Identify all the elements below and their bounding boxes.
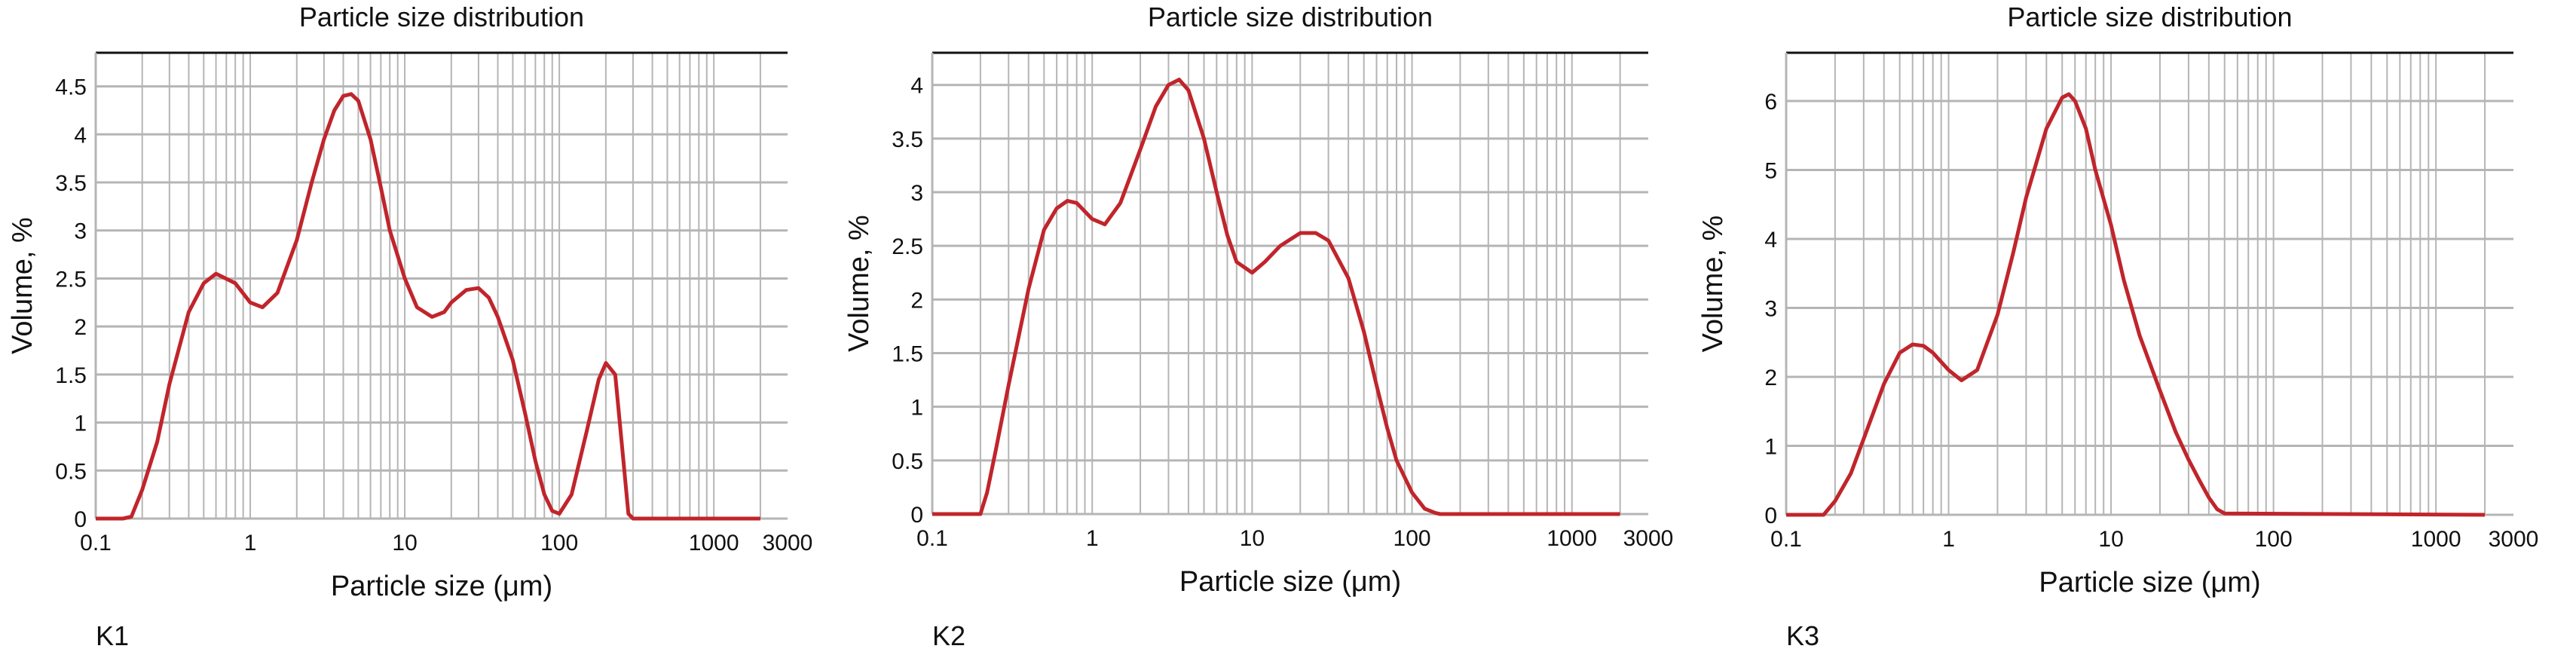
x-tick-label: 0.1 (1770, 527, 1802, 552)
y-tick-label: 3 (1764, 297, 1777, 322)
x-tick-label: 10 (392, 531, 417, 556)
x-tick-label: 0.1 (916, 526, 948, 551)
x-axis-label: Particle size (μm) (2039, 567, 2260, 598)
chart-title: Particle size distribution (299, 2, 584, 32)
y-tick-label: 3.5 (892, 127, 923, 152)
y-tick-label: 0.5 (892, 449, 923, 474)
x-tick-label: 10 (2098, 527, 2123, 552)
x-gridlines (979, 53, 1621, 514)
y-tick-label: 6 (1764, 90, 1777, 115)
y-axis-label: Volume, % (7, 217, 38, 354)
y-tick-label: 1.5 (892, 342, 923, 367)
x-tick-label: 1000 (1547, 526, 1597, 551)
x-tick-label: 1 (244, 531, 257, 556)
y-tick-label: 1 (910, 396, 923, 421)
x-tick-label: 1000 (2411, 527, 2461, 552)
x-tick-label: 3000 (2489, 527, 2539, 552)
y-tick-label: 2 (74, 315, 87, 340)
y-tick-label: 1 (74, 412, 87, 436)
x-axis-label: Particle size (μm) (331, 571, 552, 602)
x-tick-label: 100 (540, 531, 578, 556)
x-tick-label: 3000 (1623, 526, 1674, 551)
y-tick-label: 4.5 (55, 75, 87, 100)
x-tick-label: 100 (1394, 526, 1431, 551)
series-line-k2 (932, 78, 1620, 516)
series-line-k1 (96, 92, 760, 521)
x-tick-label: 1000 (689, 531, 739, 556)
x-tick-label: 100 (2255, 527, 2293, 552)
chart-title: Particle size distribution (1148, 2, 1433, 32)
panel-label: K3 (1786, 620, 1819, 651)
x-gridlines (141, 53, 761, 519)
y-tick-label: 4 (910, 74, 923, 99)
y-tick-label: 0 (910, 503, 923, 528)
y-tick-label: 0 (1764, 503, 1777, 528)
series-line-k3 (1786, 92, 2486, 517)
y-tick-label: 5 (1764, 159, 1777, 184)
x-tick-label: 0.1 (80, 531, 112, 556)
y-gridlines (1786, 99, 2513, 448)
y-tick-label: 1 (1764, 435, 1777, 460)
x-tick-label: 1 (1942, 527, 1955, 552)
y-tick-label: 2 (910, 288, 923, 313)
y-tick-label: 1.5 (55, 363, 87, 388)
chart-panel-k3: 0 1 2 3 4 5 6 0.1 1 10 100 1000 3000 Particle size di… (1697, 2, 2538, 651)
y-tick-label: 2.5 (55, 267, 87, 292)
x-gridlines (1834, 53, 2486, 515)
y-tick-label: 0.5 (55, 459, 87, 484)
y-tick-label: 2.5 (892, 234, 923, 259)
x-tick-label: 10 (1240, 526, 1265, 551)
y-tick-label: 3 (74, 219, 87, 244)
chart-panel-k2: 0 0.5 1 1.5 2 2.5 3 3.5 4 0.1 1 10 100 1000 3000 Partic… (843, 2, 1673, 651)
y-axis-label: Volume, % (843, 215, 875, 352)
x-tick-label: 3000 (763, 531, 813, 556)
x-tick-label: 1 (1086, 526, 1099, 551)
y-axis-label: Volume, % (1697, 216, 1729, 353)
chart-panel-k1: 0 0.5 1 1.5 2 2.5 3 3.5 4 4.5 0.1 1 10 100 1000 3000 Par… (7, 2, 812, 651)
panel-label: K1 (96, 620, 129, 651)
y-gridlines (932, 84, 1648, 462)
y-tick-label: 3 (910, 181, 923, 206)
y-tick-label: 4 (1764, 228, 1777, 253)
y-tick-label: 3.5 (55, 171, 87, 196)
y-tick-label: 2 (1764, 366, 1777, 390)
x-axis-label: Particle size (μm) (1179, 566, 1401, 598)
chart-title: Particle size distribution (2007, 2, 2292, 32)
y-tick-label: 0 (74, 507, 87, 532)
panel-label: K2 (932, 620, 965, 651)
y-tick-label: 4 (74, 123, 87, 148)
y-gridlines (96, 85, 788, 472)
